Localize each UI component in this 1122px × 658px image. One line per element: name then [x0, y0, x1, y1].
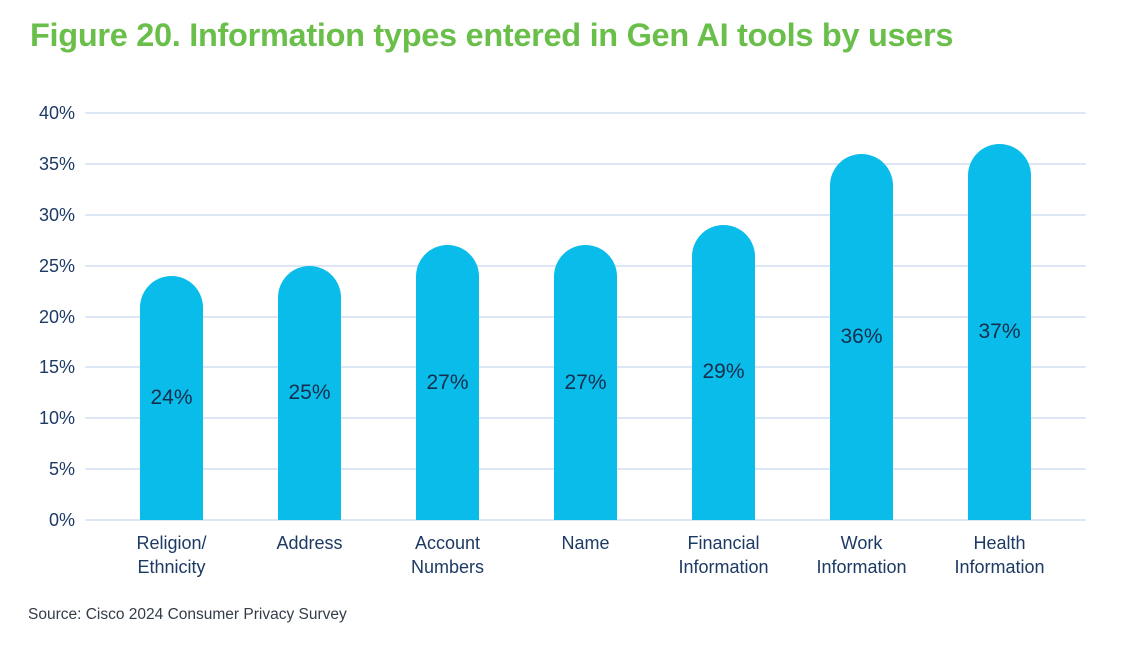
x-axis-category-label: Name — [561, 533, 610, 553]
x-axis-category-label: Account Numbers — [410, 533, 485, 577]
bar-value-label: 27% — [564, 370, 607, 394]
x-axis-category-label: Address — [276, 533, 343, 553]
gridline — [85, 519, 1086, 521]
y-axis-tick-label: 40% — [38, 103, 75, 123]
bar-financial-information: 29% — [692, 224, 755, 520]
bar-value-label: 27% — [426, 370, 469, 394]
bar-religion-ethnicity: 24% — [140, 275, 203, 520]
bar-value-label: 29% — [702, 360, 745, 384]
y-axis-tick-label: 25% — [38, 255, 75, 276]
y-axis-tick-label: 5% — [48, 459, 75, 480]
y-axis-tick-label: 20% — [38, 306, 75, 327]
bar-value-label: 36% — [840, 324, 883, 348]
bar-value-label: 37% — [978, 319, 1021, 343]
gridline — [85, 213, 1086, 216]
y-axis-tick-label: 30% — [38, 204, 75, 225]
x-axis-category-label: Work Information — [816, 533, 907, 577]
bar-value-label: 25% — [288, 380, 331, 404]
x-axis-category-label: Health Information — [954, 533, 1045, 577]
figure-title: Figure 20. Information types entered in … — [30, 17, 954, 53]
bar-account-numbers: 27% — [416, 245, 479, 520]
source-note: Source: Cisco 2024 Consumer Privacy Surv… — [28, 606, 347, 623]
y-axis-tick-label: 10% — [38, 408, 75, 429]
gridline — [85, 162, 1086, 165]
x-axis-category-label: Religion/ Ethnicity — [136, 533, 207, 577]
y-axis-tick-label: 35% — [38, 153, 75, 174]
bar-address: 25% — [278, 265, 341, 520]
gridline — [85, 112, 1086, 114]
y-axis-tick-label: 15% — [38, 357, 75, 378]
bar-work-information: 36% — [830, 153, 893, 520]
bar-value-label: 24% — [150, 385, 193, 409]
bar-health-information: 37% — [968, 143, 1031, 520]
x-axis-category-label: Financial Information — [678, 533, 769, 577]
bar-name: 27% — [554, 245, 617, 520]
y-axis-tick-label: 0% — [48, 510, 75, 530]
